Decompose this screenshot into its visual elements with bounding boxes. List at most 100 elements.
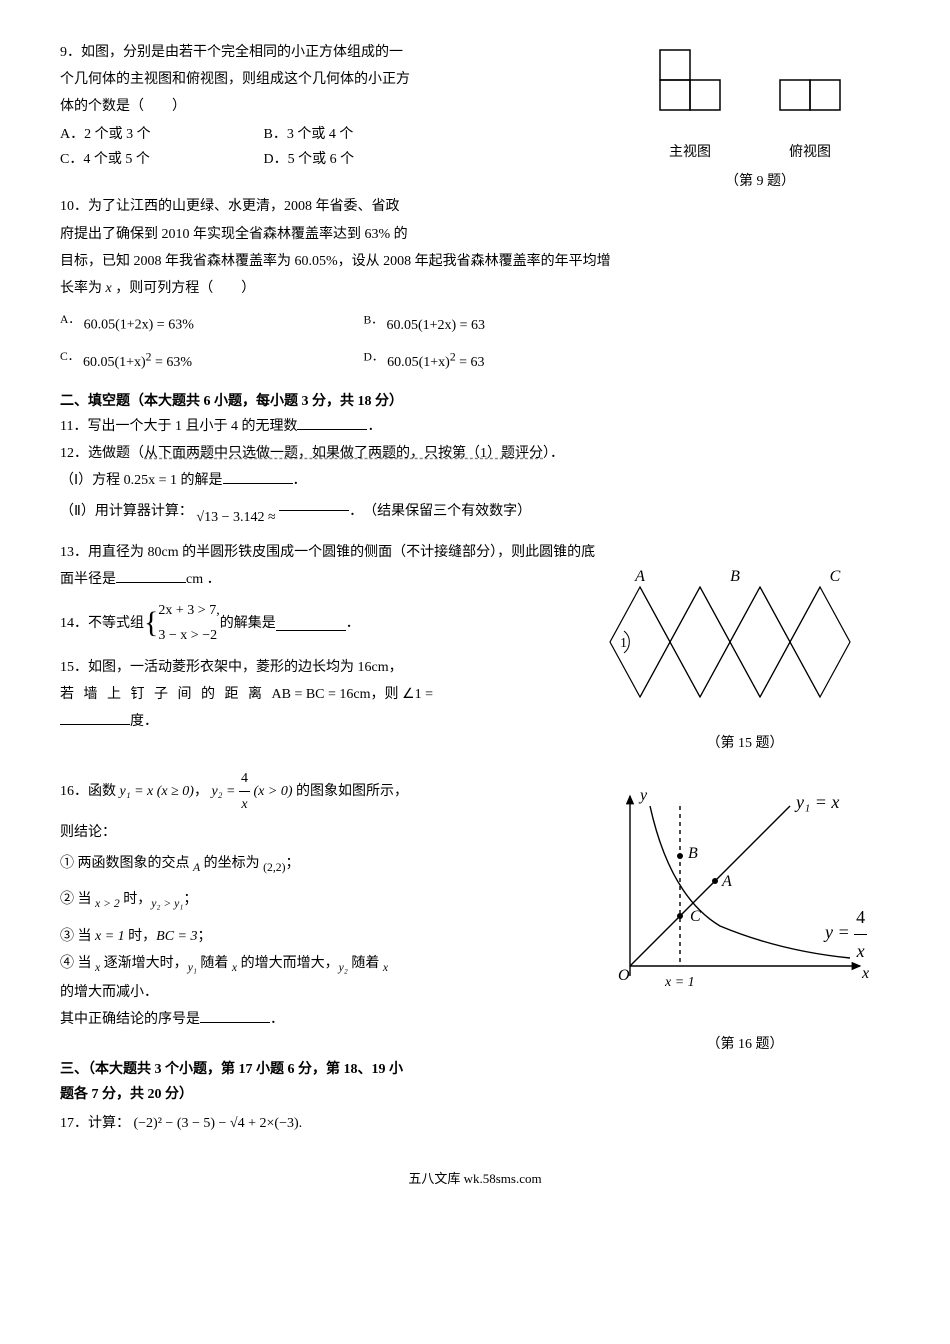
q16-c4-y1: y₁	[188, 961, 197, 974]
q16-c2-cond: x > 2	[95, 897, 120, 910]
q15-label-b: B	[730, 568, 740, 585]
q9-text: 9．如图，分别是由若干个完全相同的小正方体组成的一 个几何体的主视图和俯视图，则…	[60, 40, 620, 172]
g-yeq-num: 4	[854, 901, 867, 934]
q10-d-label: D．	[364, 350, 384, 363]
q14-q15-row: 面半径是cm ． 14．不等式组 { 2x + 3 > 7, 3 − x > −…	[60, 567, 890, 756]
q16-c2-mid: 时，	[120, 892, 152, 907]
q10-l4-pre: 长率为	[60, 281, 106, 296]
q16-l1-pre: 16．函数	[60, 784, 120, 799]
q15-blank[interactable]	[60, 710, 130, 725]
q10-line1: 10．为了让江西的山更绿、水更清，2008 年省委、省政	[60, 194, 890, 219]
g-y1x: y₁ = x	[794, 792, 839, 812]
q16-row: 16．函数 y₁ = x (x ≥ 0)， y₂ = 4x (x > 0) 的图…	[60, 756, 890, 1057]
q16-c3-res: BC = 3	[156, 929, 197, 944]
q16-line2: 则结论：	[60, 820, 590, 845]
q9-figure: 主视图 俯视图 （第 9 题）	[630, 40, 890, 194]
q12-p1-post: 的解是	[177, 473, 223, 488]
q14-tail: ．	[346, 611, 360, 636]
q12-part2: （Ⅱ）用计算器计算： √13 − 3.142 ≈ ． （结果保留三个有效数字）	[60, 496, 890, 530]
q16-c2-pre: ② 当	[60, 892, 95, 907]
q16-y2-post: (x > 0)	[250, 784, 293, 799]
q13-l1-post: 的半圆形铁皮围成一个圆锥的侧面（不计接缝部分），则此圆锥的底	[179, 545, 596, 560]
q14-line1-eq: 2x + 3 > 7,	[158, 603, 219, 618]
q12-p1-eq: 0.25x = 1	[124, 473, 177, 488]
q16-y2-den: x	[239, 792, 250, 817]
q16-caption: （第 16 题）	[600, 1032, 890, 1057]
q16-c4-y2: y₂	[339, 961, 348, 974]
q10-line4: 长率为 x ，则可列方程（ ）	[60, 276, 890, 301]
q16-c3: ③ 当 x = 1 时，BC = 3；	[60, 924, 590, 949]
q15-svg: A B C 1	[600, 567, 890, 727]
q15-l2-post: ，则	[371, 687, 403, 702]
q17-expr: (−2)² − (3 − 5) − √4 + 2×(−3).	[134, 1116, 303, 1131]
q11-blank[interactable]	[297, 415, 367, 430]
q12-stem: 12．选做题（从下面两题中只选做一题，如果做了两题的，只按第（1）题评分）．	[60, 441, 890, 466]
q13-l2-unit: cm ．	[186, 572, 221, 587]
q12-p2-blank[interactable]	[279, 496, 349, 511]
q12-p1-blank[interactable]	[223, 469, 293, 484]
q12-p2-minus: − 3.142 ≈	[218, 510, 279, 525]
q15-l2-eq: AB = BC = 16cm	[272, 687, 371, 702]
q17: 17．计算： (−2)² − (3 − 5) − √4 + 2×(−3).	[60, 1111, 890, 1136]
q10-c-base: 60.05(1+x)	[83, 355, 146, 370]
q16-c4-b: 随着	[197, 956, 232, 971]
q9-opt-a: A．2 个或 3 个	[60, 122, 220, 147]
q16-concl: 其中正确结论的序号是．	[60, 1007, 590, 1032]
q9-labels: 主视图 俯视图	[630, 140, 890, 165]
q16-line1: 16．函数 y₁ = x (x ≥ 0)， y₂ = 4x (x > 0) 的图…	[60, 766, 590, 817]
q11: 11．写出一个大于 1 且小于 4 的无理数．	[60, 414, 890, 439]
q9-line2: 个几何体的主视图和俯视图，则组成这个几何体的小正方	[60, 67, 620, 92]
q15-label-1: 1	[620, 636, 627, 651]
g-O: O	[618, 967, 630, 984]
q14-blank[interactable]	[276, 616, 346, 631]
q16-c4-c: 的增大而增大，	[237, 956, 339, 971]
q13-blank[interactable]	[116, 568, 186, 583]
q15-l1-post: ，	[389, 660, 403, 675]
footer: 五八文库 wk.58sms.com	[60, 1167, 890, 1190]
q16-concl-text: 其中正确结论的序号是	[60, 1012, 200, 1027]
q14-line2-eq: 3 − x > −2	[158, 628, 217, 643]
q12-pre: 12．选做题（	[60, 446, 144, 461]
q15-caption: （第 15 题）	[600, 731, 890, 756]
q10-a-label: A．	[60, 313, 80, 326]
g-yeq-den: x	[854, 935, 867, 967]
q16-c4-d: 随着	[348, 956, 383, 971]
q9-row: 9．如图，分别是由若干个完全相同的小正方体组成的一 个几何体的主视图和俯视图，则…	[60, 40, 890, 194]
q10-c-rhs: = 63%	[152, 355, 193, 370]
q16-c4-x3: x	[383, 961, 388, 974]
g-A: A	[721, 873, 732, 890]
q16-blank[interactable]	[200, 1008, 270, 1023]
q10-b-expr: 60.05(1+2x) = 63	[386, 318, 485, 333]
q16-y1: y₁ = x (x ≥ 0)	[120, 784, 194, 799]
q12-tail: ）．	[543, 446, 564, 461]
q15-label-a: A	[634, 568, 645, 585]
q10-d-base: 60.05(1+x)	[387, 355, 450, 370]
q14: 14．不等式组 { 2x + 3 > 7, 3 − x > −2 的解集是．	[60, 598, 590, 648]
q16-c2-res: y₂ > y₁	[151, 897, 183, 910]
q16-c4-pre: ④ 当	[60, 956, 95, 971]
g-C: C	[690, 908, 701, 925]
q14-brace: {	[144, 608, 158, 638]
q14-post: 的解集是	[220, 611, 276, 636]
g-B: B	[688, 845, 698, 862]
q15-label-c: C	[830, 568, 841, 585]
q15-l3: 度．	[130, 714, 158, 729]
q9-choices-row2: C．4 个或 5 个 D．5 个或 6 个	[60, 147, 620, 172]
q13-l2-pre: 面半径是	[60, 572, 116, 587]
q10-a-expr: 60.05(1+2x) = 63%	[84, 318, 194, 333]
q10-d-rhs: = 63	[456, 355, 485, 370]
q12-part1: （Ⅰ）方程 0.25x = 1 的解是．	[60, 468, 890, 493]
q10-row-ab: A． 60.05(1+2x) = 63% B． 60.05(1+2x) = 63	[60, 309, 890, 338]
q13-line2: 面半径是 cm ．	[60, 567, 590, 592]
q16-c1-pt: (2,2)	[263, 860, 285, 873]
q16-c3-tail: ；	[198, 929, 212, 944]
q15-line1: 15．如图，一活动菱形衣架中，菱形的边长均为 16cm，	[60, 655, 590, 680]
q16-c1-mid: 的坐标为	[200, 856, 263, 871]
q16-y2-num: 4	[239, 766, 250, 792]
g-yeq-pre: y =	[825, 922, 854, 942]
q10-row-cd: C． 60.05(1+x)2 = 63% D． 60.05(1+x)2 = 63	[60, 346, 890, 375]
q15-l1-val: 16cm	[358, 660, 389, 675]
q16-text: 16．函数 y₁ = x (x ≥ 0)， y₂ = 4x (x > 0) 的图…	[60, 756, 590, 1035]
q9-top-label: 俯视图	[750, 140, 870, 165]
q16-c1: ① 两函数图象的交点 A 的坐标为 (2,2)；	[60, 851, 590, 878]
